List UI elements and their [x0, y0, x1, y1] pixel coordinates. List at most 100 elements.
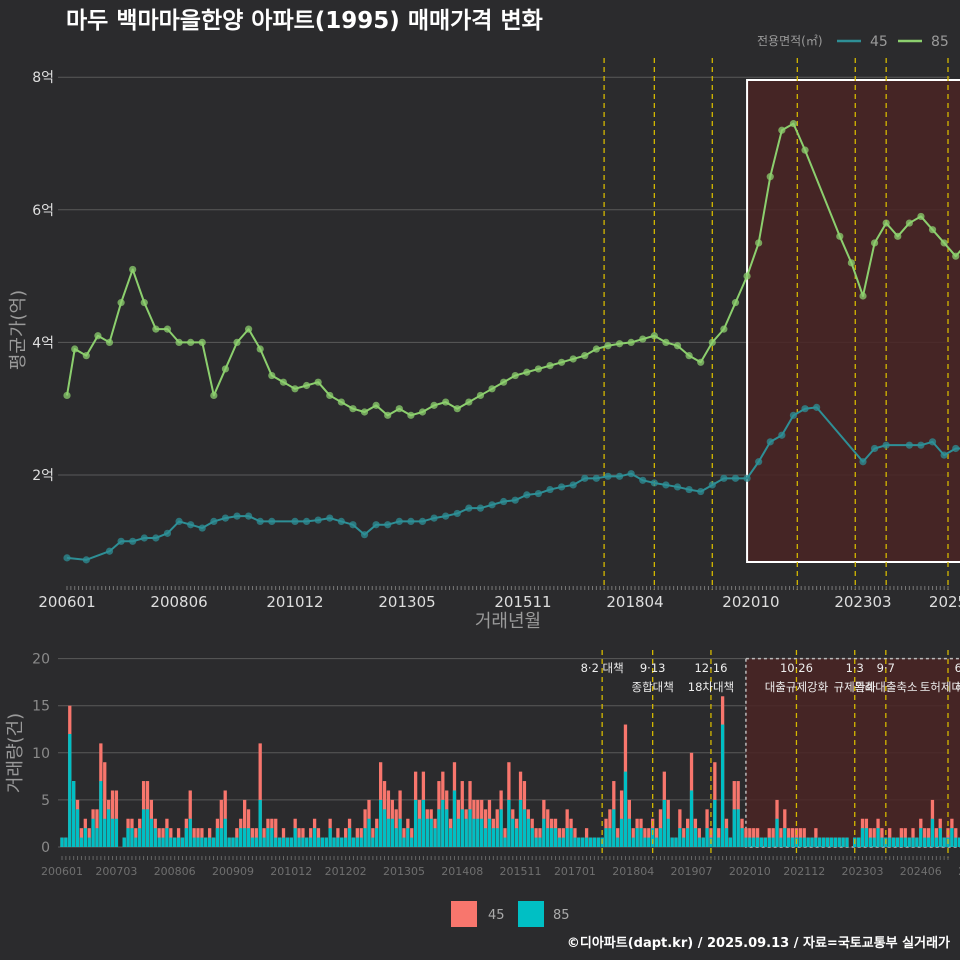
- event-label: 토허제 해제: [920, 680, 960, 694]
- bar-45: [954, 828, 958, 847]
- x-tick-label: 200601: [38, 593, 95, 611]
- bar-85: [888, 837, 892, 847]
- series-45-point: [430, 514, 438, 522]
- bar-85: [464, 818, 468, 847]
- series-85-point: [175, 338, 183, 346]
- bar-85: [542, 818, 546, 847]
- bar-85: [891, 837, 896, 847]
- x2-tick-label: 202406: [900, 865, 942, 878]
- bar-45: [87, 828, 91, 847]
- series-45-point: [268, 517, 276, 526]
- bar-85: [433, 828, 437, 847]
- series-85-point: [453, 405, 461, 413]
- bar-85: [235, 837, 239, 847]
- series-85-point: [917, 212, 925, 221]
- series-45-point: [314, 516, 322, 524]
- series-45-point: [500, 497, 508, 506]
- bar-85: [99, 781, 103, 847]
- series-85-point: [592, 345, 600, 353]
- bar-85: [549, 828, 554, 847]
- series-45-point: [198, 524, 206, 532]
- x2-tick-label: 201408: [441, 865, 483, 878]
- bar-85: [157, 837, 161, 847]
- bar-45: [584, 828, 589, 847]
- bar-45: [410, 828, 414, 847]
- series-45-point: [63, 554, 71, 562]
- series-45-point: [465, 504, 473, 512]
- bar-45: [744, 828, 748, 847]
- bar-45: [717, 828, 721, 847]
- series-85-point: [117, 299, 125, 307]
- series-45-point: [940, 451, 948, 459]
- bar-85: [138, 828, 142, 847]
- series-45-point: [731, 474, 740, 482]
- bar-45: [274, 818, 278, 847]
- bar-85: [417, 818, 422, 847]
- series-85-point: [279, 378, 287, 386]
- bar-85: [546, 828, 550, 847]
- series-45-point: [755, 458, 763, 466]
- legend2-85-swatch: [518, 901, 544, 927]
- x-tick-label: 201804: [606, 593, 663, 611]
- bar-85: [860, 828, 865, 847]
- bar-85: [654, 837, 659, 847]
- bar-85: [903, 837, 907, 847]
- bar-85: [487, 818, 492, 847]
- bar-85: [134, 837, 138, 847]
- bar-45: [208, 828, 212, 847]
- bar-85: [701, 837, 705, 847]
- series-85-point: [952, 252, 960, 260]
- event-label: 12·16: [694, 661, 727, 675]
- bar-85: [425, 818, 429, 847]
- series-85-line: [66, 122, 960, 417]
- series-85-point: [905, 219, 913, 227]
- series-45-point: [129, 537, 137, 545]
- bar-85: [771, 837, 775, 847]
- bar-85: [651, 828, 655, 847]
- series-85-point: [847, 259, 855, 267]
- bar-45: [344, 828, 348, 847]
- bar-85: [215, 828, 220, 847]
- bar-85: [130, 828, 134, 847]
- series-45-point: [905, 441, 913, 449]
- bar-45: [134, 828, 138, 847]
- bar-85: [344, 837, 348, 847]
- series-85-point: [221, 365, 230, 373]
- bar-85: [126, 828, 130, 847]
- bar-85: [666, 818, 670, 847]
- bar-85: [810, 837, 814, 847]
- top-legend: 전용면적(㎡) 45 85: [757, 34, 949, 50]
- bar-85: [814, 837, 818, 847]
- series-85-point: [731, 299, 740, 307]
- bar-85: [285, 837, 290, 847]
- series-85-point: [163, 325, 172, 333]
- bar-85: [693, 828, 698, 847]
- bar-85: [402, 837, 406, 847]
- bar-85: [930, 818, 935, 847]
- bar-85: [635, 828, 639, 847]
- series-45-point: [337, 517, 345, 526]
- bar-85: [950, 828, 954, 847]
- bar-85: [919, 828, 923, 847]
- bar-85: [460, 809, 464, 847]
- bar-85: [192, 837, 196, 847]
- bar-45: [336, 828, 340, 847]
- series-45-point: [245, 512, 253, 520]
- y-tick-label: 6억: [32, 203, 54, 219]
- bar-85: [608, 828, 612, 847]
- bar-85: [196, 837, 200, 847]
- bar-85: [301, 837, 305, 847]
- series-85-point: [685, 352, 693, 360]
- bar-85: [938, 828, 942, 847]
- series-45-point: [650, 479, 658, 487]
- bar-85: [907, 837, 911, 847]
- event-label: 규제완화: [834, 680, 877, 694]
- x-tick-label: 202010: [722, 593, 779, 611]
- bar-45: [899, 828, 904, 847]
- bar-85: [755, 837, 760, 847]
- event-label: 18차대책: [688, 680, 734, 694]
- series-45-point: [708, 481, 716, 489]
- bar-85: [332, 837, 336, 847]
- bar-85: [588, 837, 593, 847]
- bar-45: [802, 828, 806, 847]
